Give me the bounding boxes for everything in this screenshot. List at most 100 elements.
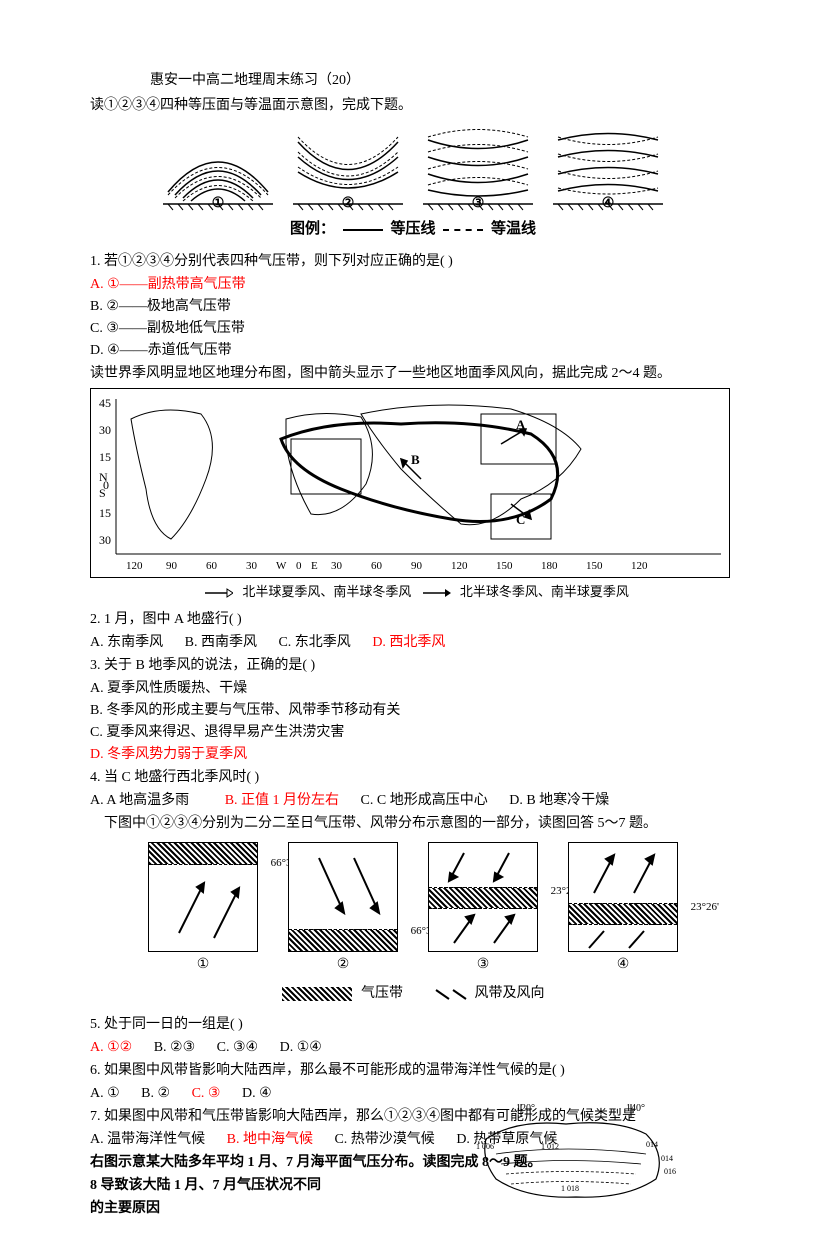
band-1-label: ① — [148, 954, 258, 975]
svg-text:140°: 140° — [626, 1103, 645, 1114]
band-4-arrows — [569, 843, 679, 953]
band-4: 23°26' — [568, 842, 678, 952]
band-1: 66°34' 66°34' — [148, 842, 258, 952]
svg-text:60: 60 — [206, 560, 218, 572]
band-diagrams-row: 66°34' 66°34' ① 66°34' ② — [90, 842, 736, 975]
band-legend-2: 风带及风向 — [475, 986, 545, 1001]
svg-text:30: 30 — [99, 423, 111, 437]
q6-option-d: D. ④ — [242, 1086, 272, 1101]
band-4-label: ④ — [568, 954, 678, 975]
intro-1: 读①②③④四种等压面与等温面示意图，完成下题。 — [90, 95, 736, 116]
band-4-lat: 23°26' — [691, 899, 719, 916]
svg-text:016: 016 — [664, 1167, 676, 1176]
svg-text:1 012: 1 012 — [541, 1142, 559, 1151]
q2-option-c: C. 东北季风 — [278, 635, 350, 650]
intro-2: 读世界季风明显地区地理分布图，图中箭头显示了一些地区地面季风风向，据此完成 2～… — [90, 363, 736, 384]
svg-text:180: 180 — [541, 560, 558, 572]
arrow-solid-icon — [421, 588, 451, 598]
band-1-wrapper: 66°34' 66°34' ① — [148, 842, 258, 975]
q4-option-a: A. A 地高温多雨 — [90, 793, 189, 808]
q5-option-a: A. ①② — [90, 1040, 132, 1055]
q4-stem: 4. 当 C 地盛行西北季风时( ) — [90, 767, 736, 788]
diagram-1-label: ① — [212, 193, 225, 214]
svg-text:120: 120 — [631, 560, 648, 572]
arrow-hollow-icon — [203, 588, 233, 598]
q1-option-d: D. ④——赤道低气压带 — [90, 340, 736, 361]
legend-row: 图例： 等压线 等温线 — [90, 218, 736, 241]
diagram-4-label: ④ — [602, 193, 615, 214]
svg-text:120: 120 — [451, 560, 468, 572]
pressure-diagrams-row: ① ② ③ — [90, 122, 736, 212]
q4-option-c: C. C 地形成高压中心 — [361, 793, 488, 808]
svg-text:1 006: 1 006 — [476, 1142, 494, 1151]
q2-option-b: B. 西南季风 — [185, 635, 257, 650]
svg-text:120: 120 — [126, 560, 143, 572]
page-title: 惠安一中高二地理周末练习（20） — [150, 70, 736, 91]
q1-stem: 1. 若①②③④分别代表四种气压带，则下列对应正确的是( ) — [90, 251, 736, 272]
q6-option-a: A. ① — [90, 1086, 120, 1101]
band-legend-1: 气压带 — [361, 986, 403, 1001]
band-3-arrows — [429, 843, 539, 953]
diagram-1: ① — [163, 122, 273, 212]
svg-text:30: 30 — [246, 560, 258, 572]
q4-options: A. A 地高温多雨 B. 正值 1 月份左右 C. C 地形成高压中心 D. … — [90, 790, 736, 811]
svg-text:90: 90 — [411, 560, 423, 572]
australia-map: 120° 140° 1 006 1 012 014 014 016 1 018 — [446, 1099, 696, 1209]
svg-text:60: 60 — [371, 560, 383, 572]
svg-text:15: 15 — [99, 450, 111, 464]
svg-text:1 018: 1 018 — [561, 1184, 579, 1193]
q6-stem: 6. 如果图中风带皆影响大陆西岸，那么最不可能形成的温带海洋性气候的是( ) — [90, 1060, 736, 1081]
q1-option-a: A. ①——副热带高气压带 — [90, 274, 736, 295]
band-legend: 气压带 风带及风向 — [90, 983, 736, 1004]
band-3: 23°26' — [428, 842, 538, 952]
q7-option-b: B. 地中海气候 — [227, 1132, 313, 1147]
q3-option-a: A. 夏季风性质暖热、干燥 — [90, 678, 736, 699]
hatched-legend-icon — [282, 987, 352, 1001]
legend-solid-line — [343, 229, 383, 231]
map-legend: 北半球夏季风、南半球冬季风 北半球冬季风、南半球夏季风 — [90, 582, 736, 602]
intro-3: 下图中①②③④分别为二分二至日气压带、风带分布示意图的一部分，读图回答 5～7 … — [104, 813, 736, 834]
svg-text:30: 30 — [99, 533, 111, 547]
q4-option-b: B. 正值 1 月份左右 — [225, 793, 339, 808]
wind-arrow-icon — [431, 987, 471, 1001]
q4-option-d: D. B 地寒冷干燥 — [509, 793, 609, 808]
svg-text:30: 30 — [331, 560, 343, 572]
q6-option-b: B. ② — [141, 1086, 170, 1101]
band-2-arrows — [289, 843, 399, 953]
diagram-2: ② — [293, 122, 403, 212]
world-map: 45 30 15 N 0 S 15 30 120906030W0E3060901… — [90, 388, 730, 578]
legend-dash-line — [443, 229, 483, 231]
q3-option-b: B. 冬季风的形成主要与气压带、风带季节移动有关 — [90, 700, 736, 721]
band-3-wrapper: 23°26' ③ — [428, 842, 538, 975]
diagram-4: ④ — [553, 122, 663, 212]
world-map-svg: 45 30 15 N 0 S 15 30 120906030W0E3060901… — [91, 389, 731, 579]
q2-options: A. 东南季风 B. 西南季风 C. 东北季风 D. 西北季风 — [90, 632, 736, 653]
svg-text:150: 150 — [496, 560, 513, 572]
q3-stem: 3. 关于 B 地季风的说法，正确的是( ) — [90, 655, 736, 676]
q5-options: A. ①② B. ②③ C. ③④ D. ①④ — [90, 1037, 736, 1058]
legend-solid-label: 等压线 — [390, 221, 435, 237]
q1-option-c: C. ③——副极地低气压带 — [90, 318, 736, 339]
band-1-arrows: 66°34' — [149, 843, 259, 953]
q1-option-b: B. ②——极地高气压带 — [90, 296, 736, 317]
legend-prefix: 图例： — [290, 221, 335, 237]
svg-text:90: 90 — [166, 560, 178, 572]
legend-dash-label: 等温线 — [491, 221, 536, 237]
q6-option-c: C. ③ — [192, 1086, 221, 1101]
map-legend-left: 北半球夏季风、南半球冬季风 — [242, 584, 411, 599]
svg-text:014: 014 — [661, 1154, 673, 1163]
q2-option-d: D. 西北季风 — [372, 635, 445, 650]
svg-text:45: 45 — [99, 396, 111, 410]
band-2: 66°34' — [288, 842, 398, 952]
svg-text:120°: 120° — [516, 1103, 535, 1114]
q7-option-c: C. 热带沙漠气候 — [334, 1132, 434, 1147]
diagram-3: ③ — [423, 122, 533, 212]
q5-option-d: D. ①④ — [280, 1040, 322, 1055]
q5-option-b: B. ②③ — [154, 1040, 195, 1055]
q7-option-a: A. 温带海洋性气候 — [90, 1132, 205, 1147]
svg-text:0: 0 — [296, 560, 302, 572]
band-2-label: ② — [288, 954, 398, 975]
q5-option-c: C. ③④ — [217, 1040, 258, 1055]
q5-stem: 5. 处于同一日的一组是( ) — [90, 1014, 736, 1035]
svg-text:014: 014 — [646, 1140, 658, 1149]
